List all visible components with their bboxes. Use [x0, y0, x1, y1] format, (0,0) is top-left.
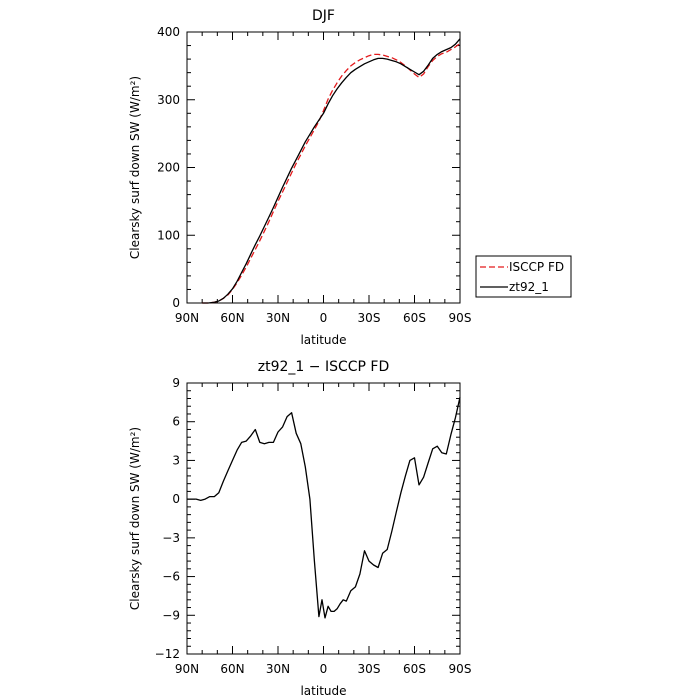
y-tick-label: −12: [155, 647, 180, 661]
y-axis-label: Clearsky surf down SW (W/m²): [128, 427, 142, 610]
x-tick-label: 30S: [358, 311, 381, 325]
series-line-zt92-1: [202, 38, 461, 304]
plot-frame: [186, 31, 461, 304]
y-tick-label: −6: [162, 570, 180, 584]
x-tick-label: 90N: [175, 311, 199, 325]
y-axis-label: Clearsky surf down SW (W/m²): [128, 76, 142, 259]
y-tick-label: 9: [172, 376, 180, 390]
x-tick-label: 30N: [266, 662, 290, 676]
x-tick-label: 60S: [403, 662, 426, 676]
y-tick-label: 0: [172, 296, 180, 310]
x-axis-label: latitude: [300, 684, 346, 698]
legend-entry: ISCCP FD: [509, 260, 564, 274]
x-tick-label: 90S: [449, 662, 472, 676]
y-tick-label: 300: [157, 93, 180, 107]
chart-panel-2: 90N 60N 30N 0 30S 60S 90S −12 −9 −6 −3 0 3 6 9 zt92_1 −…: [128, 359, 471, 698]
y-tick-label: −9: [162, 608, 180, 622]
y-tick-label: −3: [162, 531, 180, 545]
legend: ISCCP FD zt92_1: [475, 255, 572, 298]
x-tick-label: 60N: [220, 662, 244, 676]
y-tick-label: 0: [172, 492, 180, 506]
x-tick-label: 30N: [266, 311, 290, 325]
y-tick-label: 400: [157, 25, 180, 39]
legend-box: [475, 255, 572, 298]
legend-entry: zt92_1: [509, 280, 549, 294]
chart-title: zt92_1 − ISCCP FD: [258, 359, 389, 375]
y-tick-label: 6: [172, 415, 180, 429]
chart-panel-1: 90N 60N 30N 0 30S 60S 90S 0 100 200 300 400 DJF latit…: [128, 8, 572, 347]
x-tick-label: 60N: [220, 311, 244, 325]
x-tick-label: 0: [320, 311, 328, 325]
y-tick-label: 200: [157, 161, 180, 175]
x-axis-label: latitude: [300, 333, 346, 347]
x-tick-label: 90S: [449, 311, 472, 325]
y-tick-label: 100: [157, 228, 180, 242]
y-tick-label: 3: [172, 453, 180, 467]
x-tick-label: 30S: [358, 662, 381, 676]
x-tick-label: 60S: [403, 311, 426, 325]
series-line-difference: [187, 397, 461, 619]
chart-title: DJF: [312, 8, 335, 24]
x-tick-label: 0: [320, 662, 328, 676]
x-tick-label: 90N: [175, 662, 199, 676]
series-line-isccp-fd: [202, 42, 461, 304]
plot-frame: [186, 382, 461, 655]
